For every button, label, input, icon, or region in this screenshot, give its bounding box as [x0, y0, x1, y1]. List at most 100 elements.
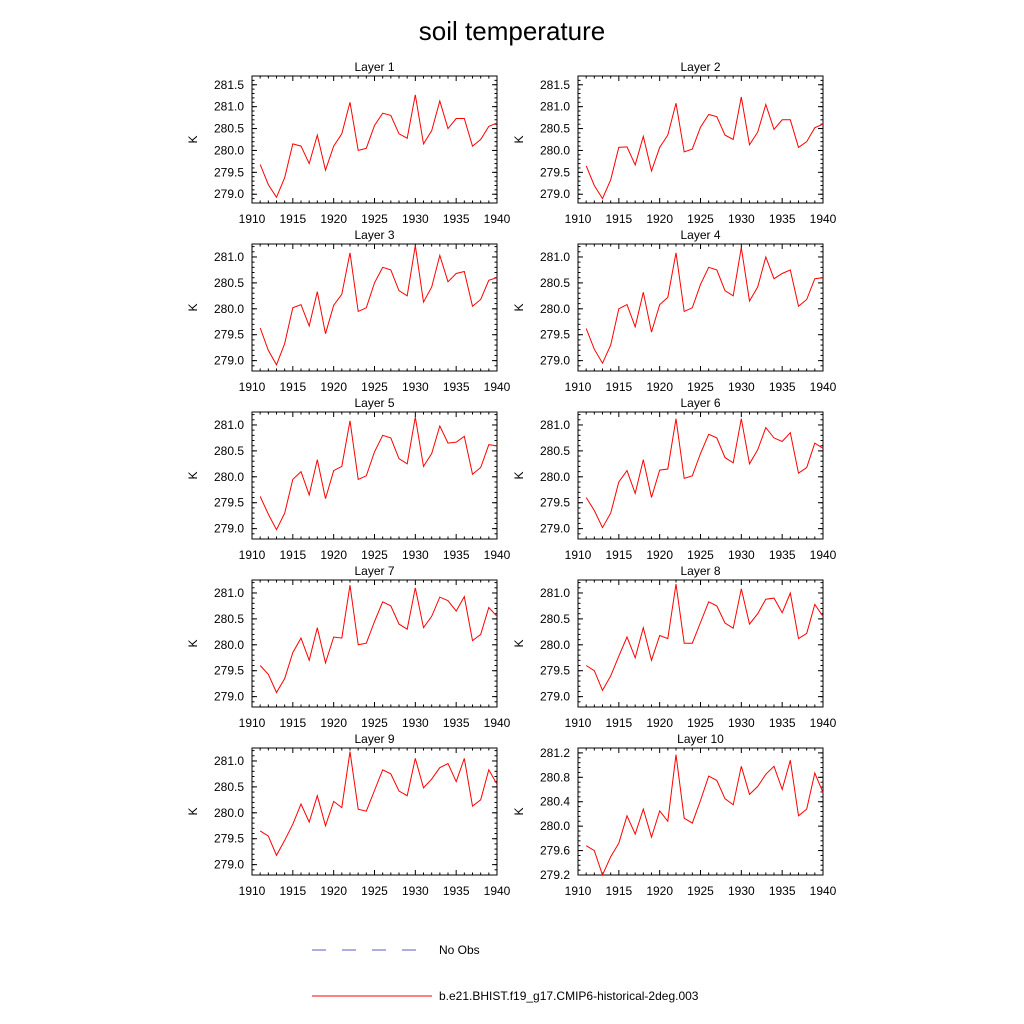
- plot-frame: [251, 579, 498, 708]
- x-tick-label: 1930: [728, 716, 755, 730]
- y-tick-label: 280.5: [540, 276, 570, 290]
- plot-frame: [577, 411, 824, 540]
- y-tick-label: 279.5: [540, 328, 570, 342]
- y-axis-label: K: [512, 471, 526, 479]
- y-tick-label: 279.0: [540, 354, 570, 368]
- x-tick-label: 1940: [810, 212, 837, 226]
- y-tick-label: 281.0: [540, 586, 570, 600]
- x-tick-label: 1940: [484, 716, 511, 730]
- legend: No Obs b.e21.BHIST.f19_g17.CMIP6-histori…: [312, 943, 699, 1003]
- x-tick-label: 1940: [810, 716, 837, 730]
- x-tick-label: 1925: [361, 212, 388, 226]
- panel-title: Layer 9: [354, 732, 394, 746]
- x-tick-label: 1930: [402, 548, 429, 562]
- y-tick-label: 279.0: [214, 187, 244, 201]
- x-tick-label: 1935: [443, 380, 470, 394]
- x-tick-label: 1930: [728, 548, 755, 562]
- series-line: [585, 584, 824, 692]
- x-tick-label: 1935: [769, 884, 796, 898]
- x-tick-label: 1940: [484, 548, 511, 562]
- x-tick-label: 1915: [279, 884, 306, 898]
- x-tick-label: 1920: [646, 884, 673, 898]
- x-tick-label: 1930: [402, 380, 429, 394]
- x-tick-label: 1930: [402, 716, 429, 730]
- y-tick-label: 279.5: [214, 165, 244, 179]
- series-line: [585, 96, 824, 200]
- x-tick-label: 1940: [810, 380, 837, 394]
- x-tick-label: 1910: [565, 716, 592, 730]
- y-tick-label: 281.5: [540, 78, 570, 92]
- x-tick-label: 1930: [402, 884, 429, 898]
- panel-layer-8: Layer 8 1910 1915 1920 1925 1930 1935 1940 279.0…: [512, 564, 837, 730]
- x-tick-label: 1920: [646, 380, 673, 394]
- x-tick-label: 1920: [646, 716, 673, 730]
- panel-layer-7: Layer 7 1910 1915 1920 1925 1930 1935 1940 279.0…: [186, 564, 511, 730]
- x-tick-label: 1940: [810, 548, 837, 562]
- series-line: [259, 94, 498, 199]
- y-axis-label: K: [512, 807, 526, 815]
- x-tick-label: 1930: [728, 884, 755, 898]
- x-tick-label: 1925: [361, 716, 388, 730]
- y-tick-label: 280.0: [540, 638, 570, 652]
- y-tick-label: 280.4: [540, 795, 570, 809]
- x-tick-label: 1935: [769, 380, 796, 394]
- y-axis-label: K: [512, 135, 526, 143]
- plot-frame: [251, 747, 498, 876]
- x-tick-label: 1915: [605, 716, 632, 730]
- x-tick-label: 1920: [646, 548, 673, 562]
- x-tick-label: 1910: [565, 380, 592, 394]
- panel-layer-2: Layer 2 1910 1915 1920 1925 1930 1935 1940 279.0…: [512, 60, 837, 226]
- y-axis-label: K: [186, 807, 200, 815]
- x-tick-label: 1910: [565, 212, 592, 226]
- x-tick-label: 1915: [279, 548, 306, 562]
- y-tick-label: 280.5: [214, 780, 244, 794]
- x-tick-label: 1940: [484, 380, 511, 394]
- panel-title: Layer 3: [354, 228, 394, 242]
- x-tick-label: 1940: [810, 884, 837, 898]
- y-tick-label: 280.0: [214, 806, 244, 820]
- x-tick-label: 1915: [279, 212, 306, 226]
- panel-title: Layer 6: [680, 396, 720, 410]
- panel-layer-1: Layer 1 1910 1915 1920 1925 1930 1935 1940 279.0…: [186, 60, 511, 226]
- y-tick-label: 279.5: [214, 496, 244, 510]
- x-tick-label: 1930: [728, 212, 755, 226]
- y-tick-label: 279.5: [540, 664, 570, 678]
- x-tick-label: 1940: [484, 212, 511, 226]
- y-tick-label: 279.5: [214, 832, 244, 846]
- series-line: [585, 754, 824, 877]
- y-tick-label: 280.0: [540, 470, 570, 484]
- plot-frame: [251, 75, 498, 204]
- y-axis-label: K: [186, 135, 200, 143]
- series-line: [259, 585, 498, 694]
- x-tick-label: 1910: [239, 212, 266, 226]
- x-tick-label: 1925: [687, 716, 714, 730]
- panel-title: Layer 2: [680, 60, 720, 74]
- x-tick-label: 1935: [769, 716, 796, 730]
- x-tick-label: 1920: [320, 380, 347, 394]
- panel-layer-6: Layer 6 1910 1915 1920 1925 1930 1935 1940 279.0…: [512, 396, 837, 562]
- x-tick-label: 1920: [320, 548, 347, 562]
- x-tick-label: 1935: [769, 548, 796, 562]
- y-tick-label: 279.5: [540, 496, 570, 510]
- legend-no-obs-label: No Obs: [439, 943, 480, 957]
- x-tick-label: 1935: [443, 884, 470, 898]
- x-tick-label: 1930: [402, 212, 429, 226]
- x-tick-label: 1915: [605, 548, 632, 562]
- y-tick-label: 280.0: [540, 302, 570, 316]
- panel-layer-9: Layer 9 1910 1915 1920 1925 1930 1935 1940 279.0…: [186, 732, 511, 898]
- y-tick-label: 279.0: [214, 354, 244, 368]
- y-tick-label: 279.5: [540, 165, 570, 179]
- y-tick-label: 280.5: [214, 276, 244, 290]
- x-tick-label: 1930: [728, 380, 755, 394]
- x-tick-label: 1925: [361, 380, 388, 394]
- y-tick-label: 281.0: [540, 418, 570, 432]
- x-tick-label: 1925: [361, 884, 388, 898]
- x-tick-label: 1925: [687, 884, 714, 898]
- y-tick-label: 280.5: [540, 612, 570, 626]
- x-tick-label: 1910: [565, 884, 592, 898]
- y-tick-label: 280.0: [214, 470, 244, 484]
- series-line: [585, 247, 824, 365]
- x-tick-label: 1935: [443, 212, 470, 226]
- y-axis-label: K: [512, 303, 526, 311]
